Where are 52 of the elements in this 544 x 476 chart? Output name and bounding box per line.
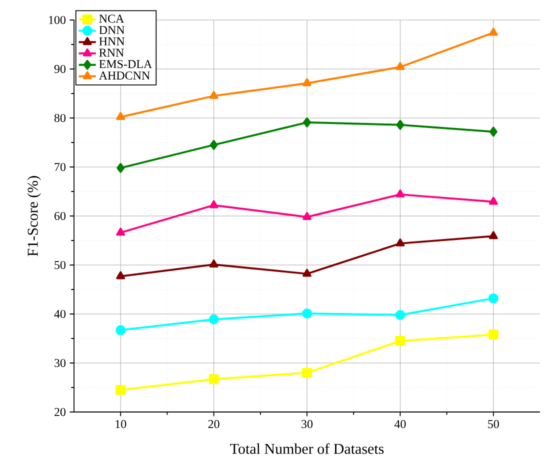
- x-tick-label: 50: [488, 420, 499, 428]
- y-tick-label: 80: [54, 114, 66, 122]
- point: [209, 90, 218, 99]
- point: [302, 368, 312, 378]
- point: [488, 231, 498, 240]
- point: [395, 310, 406, 320]
- x-tick-label: 10: [116, 420, 126, 428]
- point: [209, 260, 218, 268]
- point: [210, 140, 218, 150]
- y-tick-label: 50: [54, 260, 66, 270]
- y-axis-title: F1-Score (%): [27, 176, 41, 256]
- legend-label: DNN: [99, 26, 125, 34]
- point: [302, 212, 312, 220]
- point: [302, 308, 312, 318]
- point: [208, 314, 219, 324]
- point: [116, 112, 126, 120]
- point: [396, 189, 405, 198]
- point: [303, 117, 311, 128]
- y-tick-label: 30: [54, 358, 66, 368]
- y-tick-label: 20: [54, 408, 66, 416]
- y-tick-label: 70: [54, 162, 66, 172]
- legend-label: NCA: [99, 14, 124, 23]
- x-axis-title: Total Number of Datasets: [230, 443, 384, 454]
- point: [302, 78, 312, 86]
- y-tick-label: 90: [54, 64, 66, 74]
- legend-label: RNN: [99, 48, 124, 57]
- x-tick-label: 20: [208, 420, 220, 428]
- point: [116, 384, 126, 395]
- point: [488, 330, 498, 340]
- point: [116, 228, 126, 236]
- point: [489, 126, 498, 137]
- point: [116, 325, 126, 336]
- point: [302, 268, 312, 277]
- x-tick-label: 40: [394, 420, 406, 428]
- legend-label: HNN: [99, 37, 125, 46]
- point: [396, 120, 404, 130]
- point: [116, 271, 126, 280]
- legend-label: AHDCNN: [98, 72, 150, 80]
- x-tick-label: 30: [302, 420, 313, 428]
- point: [395, 336, 406, 346]
- y-tick-label: 60: [54, 212, 66, 220]
- point: [488, 28, 498, 36]
- point: [208, 374, 219, 384]
- point: [488, 196, 498, 205]
- y-tick-label: 100: [49, 16, 66, 24]
- y-tick-label: 40: [54, 310, 66, 318]
- point: [209, 200, 218, 208]
- point: [116, 162, 125, 173]
- point: [488, 293, 498, 304]
- legend-label: EMS-DLA: [99, 60, 152, 68]
- point: [396, 62, 405, 70]
- point: [396, 238, 405, 246]
